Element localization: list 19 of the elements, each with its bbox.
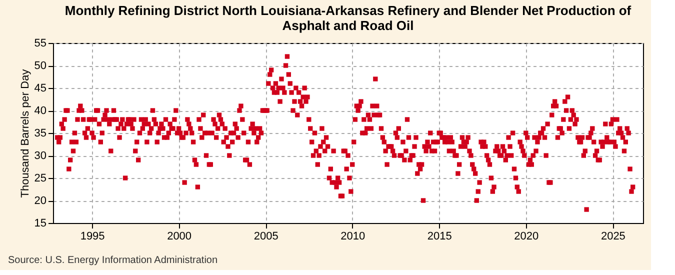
source-note: Source: U.S. Energy Information Administration — [8, 255, 218, 266]
x-tick-label: 2005 — [254, 230, 278, 242]
x-tick-label: 1995 — [80, 230, 105, 242]
y-axis-title: Thousand Barrels per Day — [19, 68, 32, 198]
x-tick-label: 2000 — [167, 230, 192, 242]
x-tick-label: 2015 — [427, 230, 452, 242]
x-tick-label: 2010 — [340, 230, 366, 242]
x-tick-label: 2025 — [600, 230, 626, 242]
y-tick-label: 55 — [34, 38, 46, 50]
y-tick-label: 20 — [34, 195, 46, 207]
y-tick-label: 35 — [34, 128, 46, 140]
y-tick-label: 45 — [34, 82, 46, 94]
y-tick-label: 15 — [34, 218, 46, 230]
x-tick-label: 2020 — [514, 230, 539, 242]
y-tick-label: 50 — [34, 60, 46, 72]
y-tick-label: 25 — [34, 172, 46, 184]
y-tick-label: 30 — [34, 150, 46, 162]
y-tick-label: 40 — [34, 105, 46, 117]
chart-title: Monthly Refining District North Louisiana-Arkansas Refinery and Blender Net Production of Asphalt and Road Oil — [64, 3, 632, 33]
